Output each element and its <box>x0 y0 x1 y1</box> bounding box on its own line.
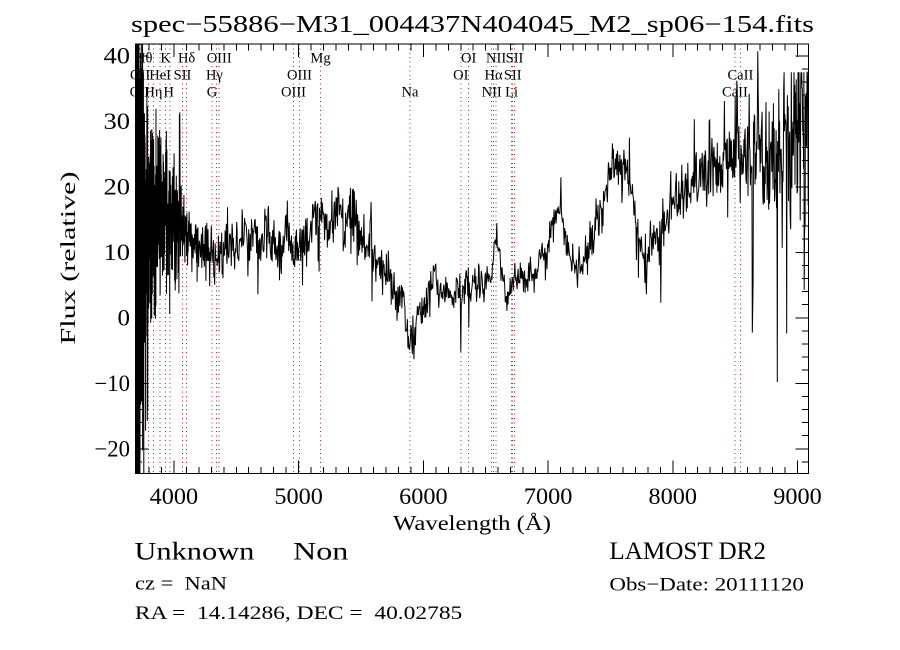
svg-text:−10: −10 <box>95 371 131 396</box>
svg-text:NII: NII <box>486 51 506 67</box>
svg-text:H: H <box>164 85 175 101</box>
svg-text:Flux (relative): Flux (relative) <box>56 172 80 345</box>
svg-text:OIII: OIII <box>207 51 232 67</box>
svg-text:Hη: Hη <box>144 85 162 101</box>
svg-text:RA = 14.14286, DEC = 40.0278: RA = 14.14286, DEC = 40.02785 <box>135 603 462 624</box>
svg-text:OIII: OIII <box>287 68 312 84</box>
svg-text:8000: 8000 <box>649 484 698 509</box>
svg-text:HeI: HeI <box>149 68 171 84</box>
svg-text:7000: 7000 <box>524 484 573 509</box>
svg-text:Hγ: Hγ <box>206 68 223 84</box>
svg-text:−20: −20 <box>95 436 131 461</box>
svg-text:Non: Non <box>293 539 349 566</box>
svg-text:SII: SII <box>174 68 192 84</box>
svg-text:SII: SII <box>506 51 524 67</box>
svg-text:Li: Li <box>505 85 518 101</box>
svg-text:OI: OI <box>453 68 468 84</box>
svg-text:NII: NII <box>482 85 502 101</box>
svg-text:K: K <box>160 51 171 67</box>
svg-text:SII: SII <box>504 68 522 84</box>
svg-text:Hδ: Hδ <box>178 51 195 67</box>
svg-text:0: 0 <box>118 305 131 330</box>
svg-text:4000: 4000 <box>150 484 199 509</box>
svg-text:10: 10 <box>104 240 131 265</box>
svg-text:5000: 5000 <box>274 484 323 509</box>
svg-text:cz = NaN: cz = NaN <box>135 574 227 595</box>
svg-text:G: G <box>207 85 218 101</box>
svg-text:9000: 9000 <box>773 484 822 509</box>
svg-text:Obs−Date: 20111120: Obs−Date: 20111120 <box>609 575 804 596</box>
svg-text:30: 30 <box>104 109 131 134</box>
svg-text:Mg: Mg <box>310 51 330 67</box>
svg-text:Na: Na <box>402 85 419 101</box>
svg-text:spec−55886−M31_004437N404045_M: spec−55886−M31_004437N404045_M2_sp06−154… <box>131 12 814 38</box>
svg-text:20: 20 <box>104 174 131 199</box>
svg-text:40: 40 <box>104 43 131 68</box>
svg-text:Wavelength (Å): Wavelength (Å) <box>393 511 551 535</box>
svg-text:Hα: Hα <box>485 68 503 84</box>
svg-text:LAMOST DR2: LAMOST DR2 <box>609 538 766 565</box>
svg-text:OIII: OIII <box>281 85 306 101</box>
svg-text:6000: 6000 <box>399 484 448 509</box>
svg-text:CaII: CaII <box>722 85 748 101</box>
svg-text:OI: OI <box>461 51 476 67</box>
svg-text:Unknown: Unknown <box>134 539 255 566</box>
svg-text:CaII: CaII <box>728 68 754 84</box>
